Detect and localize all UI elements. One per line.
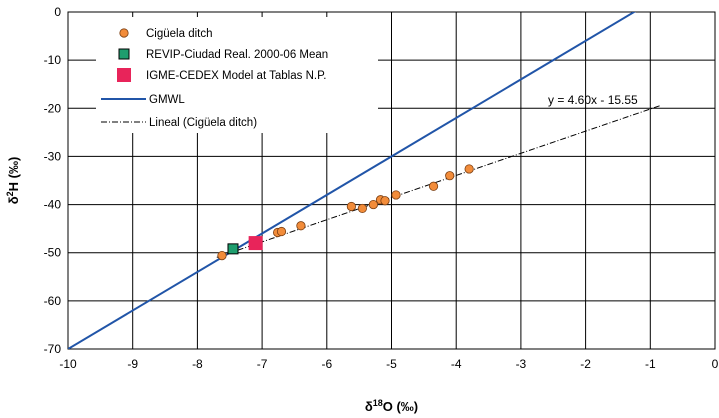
y-tick-label: -40 — [44, 198, 62, 212]
y-tick-label: 0 — [54, 5, 61, 19]
y-tick-label: -30 — [44, 149, 62, 163]
plot-frame — [67, 11, 716, 350]
legend-marker-circle — [119, 28, 129, 38]
x-tick-label: -7 — [257, 357, 268, 371]
x-tick-label: -9 — [127, 357, 138, 371]
trend-line — [216, 105, 661, 258]
data-point-cigueela — [346, 201, 356, 212]
x-tick-label: -6 — [321, 357, 332, 371]
legend-label: Lineal (Cigüela ditch) — [149, 117, 257, 129]
legend: Cigüela ditch REVIP-Ciudad Real. 2000-06 … — [96, 17, 378, 133]
y-tick-label: -20 — [44, 101, 62, 115]
trend-equation-label: y = 4.60x - 15.55 — [548, 93, 638, 107]
x-tick-label: -1 — [645, 357, 656, 371]
data-point-cigueela — [391, 190, 401, 200]
y-tick-label: -50 — [44, 246, 62, 260]
data-point-cigueela — [368, 199, 378, 210]
data-point-cigueela — [357, 203, 367, 214]
legend-label: Cigüela ditch — [146, 28, 212, 40]
x-tick-label: -5 — [386, 357, 397, 371]
data-point-cigueela — [217, 251, 227, 261]
data-point-cigueela — [276, 226, 287, 237]
data-point-cigueela — [296, 221, 306, 231]
data-point-cigueela — [380, 196, 390, 206]
y-tick-label: -70 — [44, 342, 62, 356]
data-point-cigueela — [428, 181, 439, 191]
series-lines — [68, 12, 661, 349]
legend-label: IGME-CEDEX Model at Tablas N.P. — [146, 70, 326, 82]
x-tick-label: -3 — [516, 357, 527, 371]
legend-label: GMWL — [149, 94, 185, 106]
data-point-revip — [227, 243, 239, 255]
y-tick-labels: 0 -10 -20 -30 -40 -50 -60 -70 — [44, 5, 62, 356]
y-tick-label: -10 — [44, 53, 62, 67]
x-tick-label: -2 — [580, 357, 591, 371]
legend-marker-square — [118, 48, 130, 60]
x-tick-label: 0 — [712, 357, 719, 371]
data-point-igme — [248, 236, 263, 251]
series-points — [217, 164, 474, 261]
y-tick-label: -60 — [44, 294, 62, 308]
data-point-cigueela — [464, 164, 474, 174]
x-tick-label: -10 — [59, 357, 77, 371]
gmwl-line — [68, 12, 637, 349]
x-tick-label: -4 — [451, 357, 462, 371]
y-axis-title: δ2H (‰) — [5, 157, 21, 205]
x-tick-label: -8 — [192, 357, 203, 371]
legend-marker-large-square — [117, 68, 131, 82]
x-tick-labels: -10 -9 -8 -7 -6 -5 -4 -3 -2 -1 0 — [59, 357, 718, 371]
legend-label: REVIP-Ciudad Real. 2000-06 Mean — [146, 49, 328, 61]
legend-background — [96, 17, 378, 133]
x-axis-title: δ18O (‰) — [365, 398, 418, 414]
data-point-cigueela — [445, 171, 455, 181]
